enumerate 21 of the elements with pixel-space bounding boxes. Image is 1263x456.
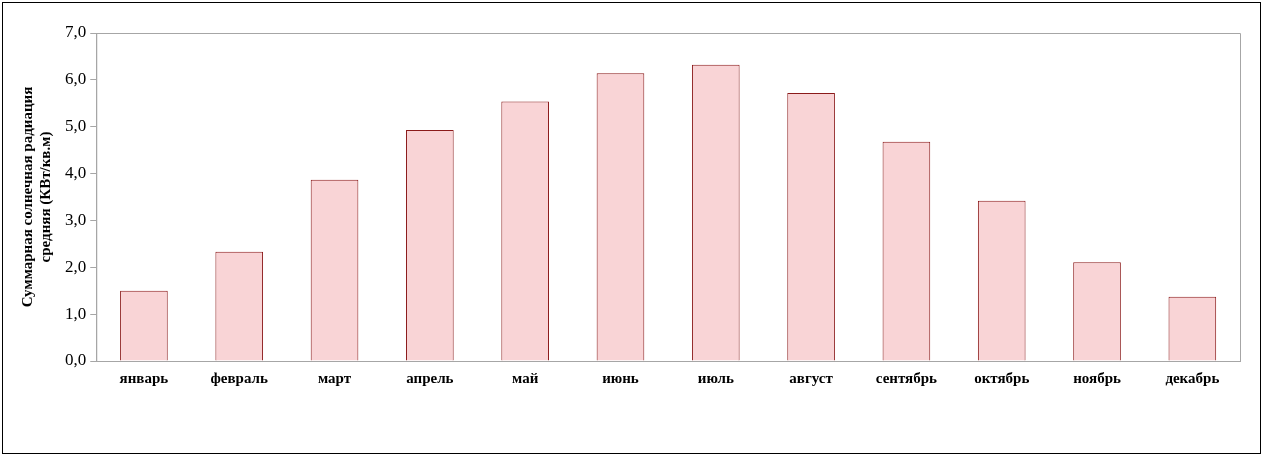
x-tick-label: апрель bbox=[406, 369, 454, 386]
x-tick-label: октябрь bbox=[974, 369, 1030, 386]
y-tick-label: 2,0 bbox=[65, 256, 87, 276]
y-tick-label: 6,0 bbox=[65, 69, 87, 89]
y-tick-label: 7,0 bbox=[65, 22, 87, 42]
x-tick-label: февраль bbox=[210, 369, 269, 386]
x-tick-label: август bbox=[789, 369, 834, 386]
x-tick-label: март bbox=[317, 369, 352, 386]
y-tick-label: 0,0 bbox=[65, 350, 87, 370]
x-tick-label: июль bbox=[697, 369, 734, 386]
x-tick-label: ноябрь bbox=[1073, 369, 1121, 386]
x-tick-label: декабрь bbox=[1165, 369, 1220, 386]
y-axis-title: Суммарная солнечная радиация средняя (КВт/кв.м) bbox=[18, 86, 54, 308]
x-tick-label: май bbox=[512, 369, 539, 386]
x-tick-label: январь bbox=[119, 369, 169, 386]
y-tick-label: 5,0 bbox=[65, 116, 87, 136]
y-tick-label: 1,0 bbox=[65, 303, 87, 323]
x-tick-label: сентябрь bbox=[875, 369, 938, 386]
y-tick-label: 4,0 bbox=[65, 163, 87, 183]
x-tick-label: июнь bbox=[602, 369, 639, 386]
y-tick-label: 3,0 bbox=[65, 209, 87, 229]
